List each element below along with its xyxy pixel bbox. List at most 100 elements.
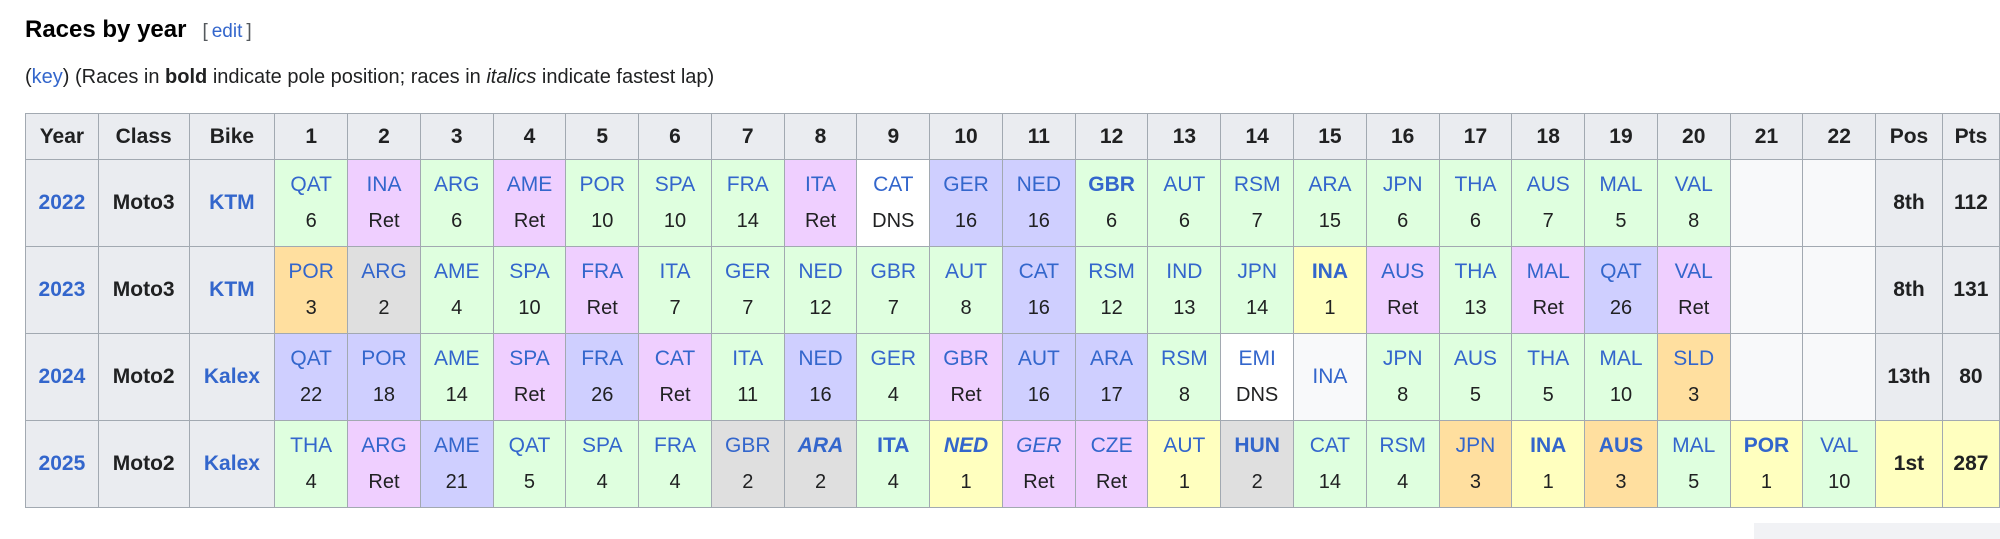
race-code-link[interactable]: GER xyxy=(870,347,917,370)
race-code-link[interactable]: GBR xyxy=(870,260,917,283)
race-code-link[interactable]: INA xyxy=(366,173,402,196)
race-code-link[interactable]: POR xyxy=(361,347,407,370)
race-code-link[interactable]: VAL xyxy=(1674,173,1713,196)
race-code-link[interactable]: AME xyxy=(433,260,480,283)
race-cell: MAL 10 xyxy=(1584,333,1658,421)
race-code-link[interactable]: JPN xyxy=(1455,434,1496,457)
race-code-link[interactable]: INA xyxy=(1311,260,1348,283)
race-code-link[interactable]: GBR xyxy=(943,347,989,370)
year-link[interactable]: 2024 xyxy=(38,365,86,388)
race-code-link[interactable]: CAT xyxy=(1018,260,1060,283)
race-code-link[interactable]: VAL xyxy=(1674,260,1713,283)
race-code-link[interactable]: IND xyxy=(1166,260,1203,283)
race-code-link[interactable]: RSM xyxy=(1088,260,1135,283)
race-code-link[interactable]: JPN xyxy=(1382,173,1423,196)
race-code-link[interactable]: QAT xyxy=(290,347,332,370)
race-code-link[interactable]: GER xyxy=(943,173,989,196)
race-code-link[interactable]: NED xyxy=(798,260,843,283)
race-code-link[interactable]: ARG xyxy=(361,434,407,457)
race-code-link[interactable]: SPA xyxy=(509,260,550,283)
race-code-link[interactable]: CAT xyxy=(654,347,696,370)
race-result: 5 xyxy=(1542,384,1554,406)
race-code-link[interactable]: AUT xyxy=(945,260,988,283)
race-code-link[interactable]: RSM xyxy=(1379,434,1427,457)
race-code-link[interactable]: QAT xyxy=(1600,260,1642,283)
race-code-link[interactable]: NED xyxy=(1016,173,1061,196)
race-code-link[interactable]: ARA xyxy=(797,434,844,457)
race-code-link[interactable]: CZE xyxy=(1090,434,1133,457)
year-link[interactable]: 2023 xyxy=(38,278,86,301)
race-result: 7 xyxy=(669,297,681,319)
race-code-link[interactable]: JPN xyxy=(1237,260,1277,283)
race-code-link[interactable]: ITA xyxy=(659,260,691,283)
edit-link[interactable]: edit xyxy=(211,21,243,42)
bike-link[interactable]: KTM xyxy=(209,278,255,301)
race-code-link[interactable]: RSM xyxy=(1233,173,1281,196)
race-code-link[interactable]: POR xyxy=(579,173,625,196)
race-result: Ret xyxy=(1096,471,1128,493)
race-code-link[interactable]: GER xyxy=(1016,434,1062,457)
race-code-link[interactable]: ARA xyxy=(1090,347,1134,370)
race-code-link[interactable]: GBR xyxy=(1088,173,1135,196)
race-code-link[interactable]: HUN xyxy=(1234,434,1280,457)
race-code-link[interactable]: AUS xyxy=(1526,173,1570,196)
race-code-link[interactable]: SLD xyxy=(1673,347,1715,370)
race-code-link[interactable]: FRA xyxy=(581,347,624,370)
race-code-link[interactable]: JPN xyxy=(1382,347,1423,370)
race-code-link[interactable]: SPA xyxy=(509,347,550,370)
race-code-link[interactable]: NED xyxy=(798,347,843,370)
race-code-link[interactable]: GBR xyxy=(725,434,771,457)
race-cell: HUN 2 xyxy=(1220,420,1295,508)
year-link[interactable]: 2022 xyxy=(38,191,86,214)
race-code-link[interactable]: FRA xyxy=(581,260,624,283)
race-code-link[interactable]: GER xyxy=(725,260,771,283)
key-link[interactable]: key xyxy=(31,66,63,88)
race-code-link[interactable]: AUS xyxy=(1598,434,1644,457)
race-code-link[interactable]: THA xyxy=(290,434,333,457)
race-code-link[interactable]: THA xyxy=(1454,260,1497,283)
race-code-link[interactable]: AUT xyxy=(1163,173,1206,196)
race-code-link[interactable]: POR xyxy=(288,260,334,283)
race-code-link[interactable]: ARG xyxy=(433,173,480,196)
race-code-link[interactable]: ARG xyxy=(361,260,407,283)
race-code-link[interactable]: VAL xyxy=(1820,434,1859,457)
year-link[interactable]: 2025 xyxy=(38,452,86,475)
bike-link[interactable]: Kalex xyxy=(203,365,260,388)
race-code-link[interactable]: CAT xyxy=(1309,434,1351,457)
race-code-link[interactable]: MAL xyxy=(1672,434,1716,457)
race-code-link[interactable]: AUT xyxy=(1017,347,1060,370)
race-result: 26 xyxy=(591,384,614,406)
race-code-link[interactable]: MAL xyxy=(1526,260,1570,283)
bike-link[interactable]: Kalex xyxy=(203,452,260,475)
race-code-link[interactable]: FRA xyxy=(654,434,696,457)
race-code-link[interactable]: ITA xyxy=(804,173,837,196)
race-code-link[interactable]: AME xyxy=(506,173,553,196)
race-code-link[interactable]: SPA xyxy=(582,434,623,457)
race-code-link[interactable]: INA xyxy=(1530,434,1567,457)
race-code-link[interactable]: AUT xyxy=(1163,434,1206,457)
race-code-link[interactable]: MAL xyxy=(1599,347,1643,370)
race-code-link[interactable]: AUS xyxy=(1453,347,1498,370)
race-code-link[interactable]: FRA xyxy=(726,173,769,196)
race-code-link[interactable]: QAT xyxy=(508,434,551,457)
race-code-link[interactable]: THA xyxy=(1454,173,1497,196)
race-code-link[interactable]: ARA xyxy=(1308,173,1352,196)
race-code-link[interactable]: SPA xyxy=(654,173,696,196)
race-code-link[interactable]: CAT xyxy=(873,173,914,196)
race-code-link[interactable]: AME xyxy=(433,434,480,457)
race-code-link[interactable]: RSM xyxy=(1161,347,1208,370)
race-code-link[interactable]: AUS xyxy=(1381,260,1425,283)
race-code-link[interactable]: INA xyxy=(1312,365,1348,388)
race-code-link[interactable]: QAT xyxy=(290,173,332,196)
section-heading: Races by year [edit] xyxy=(25,16,2000,44)
bike-link[interactable]: KTM xyxy=(209,191,255,214)
race-code-link[interactable]: NED xyxy=(943,434,989,457)
race-code-link[interactable]: AME xyxy=(433,347,480,370)
class-label: Moto2 xyxy=(112,452,175,475)
race-code-link[interactable]: POR xyxy=(1743,434,1790,457)
race-code-link[interactable]: ITA xyxy=(732,347,764,370)
race-code-link[interactable]: ITA xyxy=(877,434,910,457)
race-code-link[interactable]: EMI xyxy=(1238,347,1276,370)
race-code-link[interactable]: MAL xyxy=(1599,173,1643,196)
race-code-link[interactable]: THA xyxy=(1527,347,1570,370)
